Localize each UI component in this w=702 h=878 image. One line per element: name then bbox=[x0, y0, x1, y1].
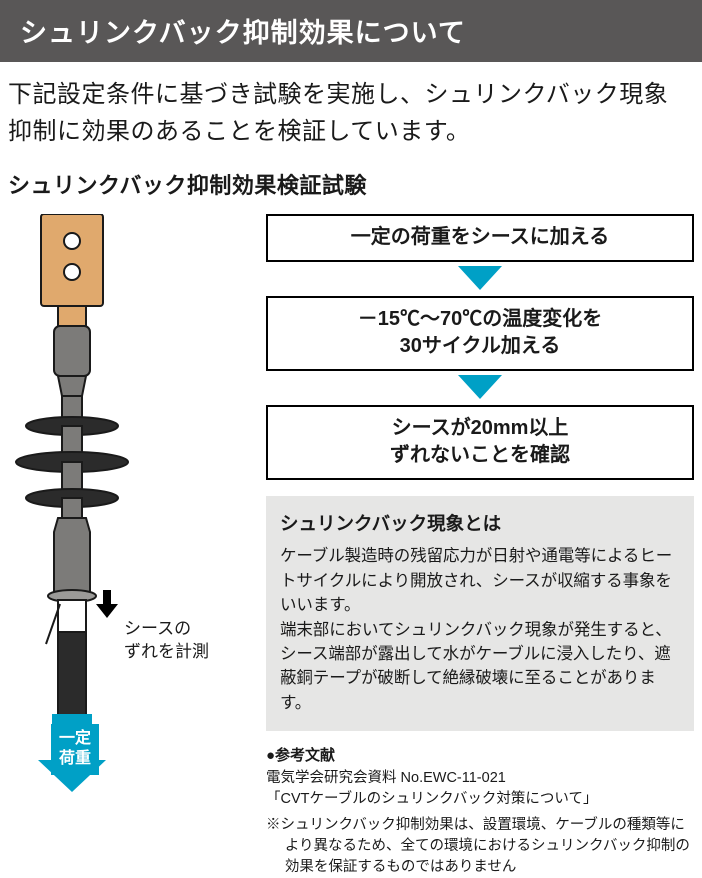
section-title: シュリンクバック抑制効果について bbox=[20, 18, 466, 48]
cable-diagram: シースの ずれを計測 一定 荷重 bbox=[8, 214, 266, 824]
section-header: シュリンクバック抑制効果について bbox=[0, 0, 702, 62]
load-label: 一定 荷重 bbox=[51, 724, 99, 775]
flow-arrow-2 bbox=[266, 371, 694, 405]
flow-step-2-line1: －15℃～70℃の温度変化を bbox=[358, 308, 603, 330]
ref-line1: 電気学会研究会資料 No.EWC-11-021 bbox=[266, 768, 694, 790]
flow-step-1-text: 一定の荷重をシースに加える bbox=[351, 226, 609, 248]
flow-step-2-line2: 30サイクル加える bbox=[400, 335, 561, 357]
flow-step-3-line2: ずれないことを確認 bbox=[390, 444, 570, 466]
ref-note: ※シュリンクバック抑制効果は、設置環境、ケーブルの種類等により異なるため、全ての… bbox=[266, 815, 694, 878]
info-title: シュリンクバック現象とは bbox=[280, 510, 680, 536]
measurement-line2: ずれを計測 bbox=[124, 642, 209, 661]
info-box: シュリンクバック現象とは ケーブル製造時の残留応力が日射や通電等によるヒートサイ… bbox=[266, 496, 694, 731]
content-columns: シースの ずれを計測 一定 荷重 一定の荷重をシースに加える －15℃～70℃の… bbox=[0, 214, 702, 878]
ref-heading: ●参考文献 bbox=[266, 745, 694, 768]
measurement-line1: シースの bbox=[124, 619, 191, 638]
references: ●参考文献 電気学会研究会資料 No.EWC-11-021 「CVTケーブルのシ… bbox=[266, 745, 694, 878]
flow-step-2: －15℃～70℃の温度変化を 30サイクル加える bbox=[266, 296, 694, 371]
load-line2: 荷重 bbox=[59, 750, 91, 767]
ref-line2: 「CVTケーブルのシュリンクバック対策について」 bbox=[266, 789, 694, 811]
flow-step-1: 一定の荷重をシースに加える bbox=[266, 214, 694, 262]
measurement-label: シースの ずれを計測 bbox=[124, 618, 209, 664]
cable-svg bbox=[8, 214, 266, 824]
info-body: ケーブル製造時の残留応力が日射や通電等によるヒートサイクルにより開放され、シース… bbox=[280, 544, 680, 715]
text-column: 一定の荷重をシースに加える －15℃～70℃の温度変化を 30サイクル加える シ… bbox=[266, 214, 694, 878]
flow-step-3: シースが20mm以上 ずれないことを確認 bbox=[266, 405, 694, 480]
sub-heading: シュリンクバック抑制効果検証試験 bbox=[0, 160, 702, 214]
intro-text: 下記設定条件に基づき試験を実施し、シュリンクバック現象抑制に効果のあることを検証… bbox=[0, 62, 702, 160]
diagram-column: シースの ずれを計測 一定 荷重 bbox=[8, 214, 266, 878]
flow-step-3-line1: シースが20mm以上 bbox=[392, 417, 569, 439]
flow-arrow-1 bbox=[266, 262, 694, 296]
load-line1: 一定 bbox=[59, 730, 91, 747]
